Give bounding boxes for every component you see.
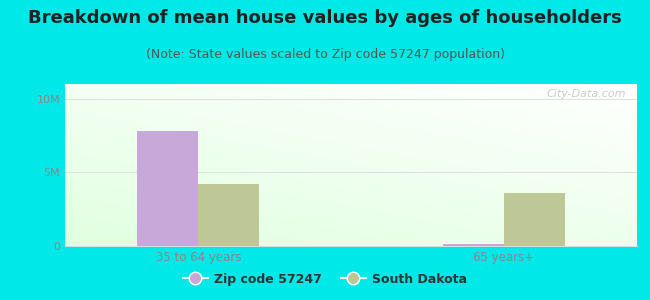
Text: Breakdown of mean house values by ages of householders: Breakdown of mean house values by ages o…	[28, 9, 622, 27]
Bar	[504, 193, 565, 246]
Bar	[443, 244, 504, 246]
Text: City-Data.com: City-Data.com	[546, 89, 625, 99]
Bar	[198, 184, 259, 246]
Legend: Zip code 57247, South Dakota: Zip code 57247, South Dakota	[178, 268, 472, 291]
Bar	[137, 131, 198, 246]
Text: (Note: State values scaled to Zip code 57247 population): (Note: State values scaled to Zip code 5…	[146, 48, 504, 61]
